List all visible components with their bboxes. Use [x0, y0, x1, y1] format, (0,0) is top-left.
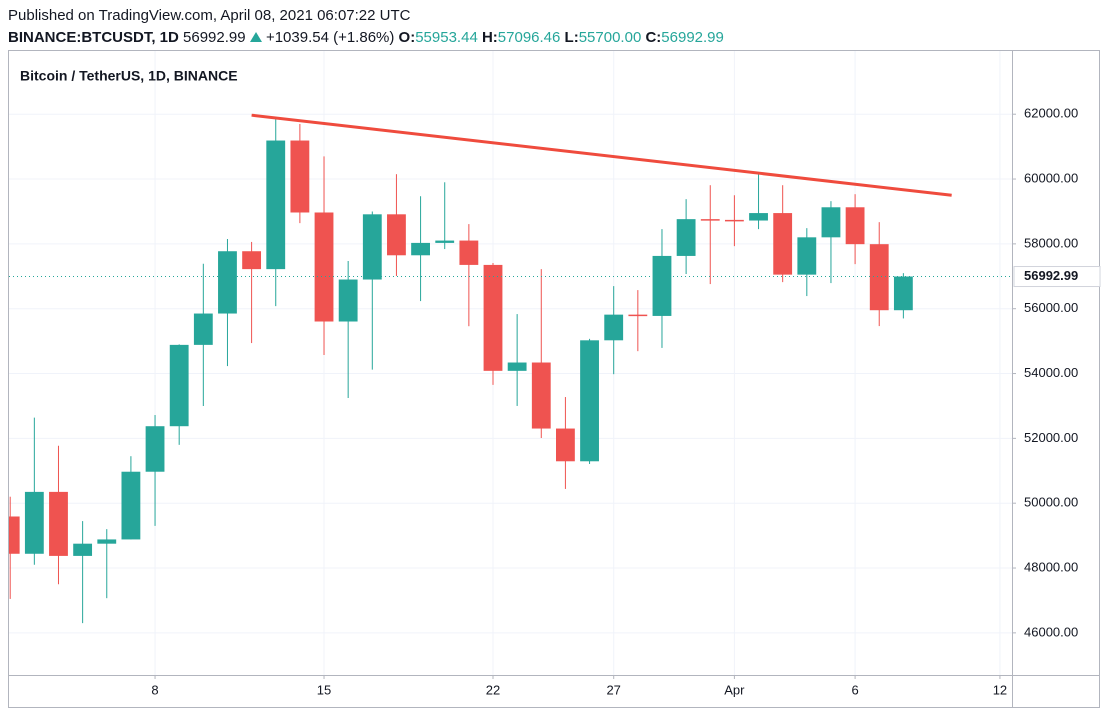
open-value: 55953.44	[415, 29, 478, 46]
low-value: 55700.00	[578, 29, 642, 46]
last-price-box	[1013, 266, 1101, 288]
candle-body	[49, 491, 68, 556]
symbol: BINANCE:BTCUSDT, 1D	[8, 29, 179, 46]
candle-body	[580, 340, 599, 462]
candle-body	[749, 213, 768, 221]
candle-body	[97, 539, 117, 544]
y-tick-label: 58000.00	[1024, 235, 1078, 250]
high-label: H:	[481, 29, 498, 46]
close-value: 56992.99	[661, 29, 724, 46]
y-tick-label: 54000.00	[1024, 365, 1078, 380]
x-tick-label: 27	[606, 682, 620, 697]
candle-body	[676, 219, 696, 256]
candle-body	[362, 214, 382, 280]
candle-body	[338, 279, 358, 322]
open-label: O:	[398, 29, 416, 46]
candle-body	[73, 543, 93, 556]
candle-body	[435, 240, 455, 243]
candle-body	[724, 219, 744, 222]
candle-body	[387, 214, 406, 256]
candle-body	[169, 344, 189, 427]
low-label: L:	[564, 29, 579, 46]
y-tick-label: 50000.00	[1024, 495, 1078, 510]
candle-body	[9, 516, 20, 554]
candle-body	[556, 428, 575, 462]
candle-body	[821, 207, 841, 238]
last-price-label: 56992.99	[1024, 268, 1078, 283]
y-tick-label: 56000.00	[1024, 300, 1078, 315]
candle-body	[507, 362, 527, 371]
high-value: 57096.46	[497, 29, 561, 46]
candle-body	[145, 426, 165, 472]
y-tick-label: 60000.00	[1024, 170, 1078, 185]
x-tick-label: 22	[486, 682, 500, 697]
candle-body	[266, 140, 286, 270]
candle-body	[193, 313, 213, 345]
trendline	[251, 113, 952, 197]
candle-body	[459, 240, 479, 265]
candle-body	[893, 276, 913, 311]
y-tick-label: 48000.00	[1024, 559, 1078, 574]
up-arrow-icon	[249, 32, 262, 42]
candle-body	[24, 491, 44, 554]
x-tick-label: 8	[151, 682, 158, 697]
published-line: Published on TradingView.com, April 08, …	[8, 7, 411, 24]
pane-border	[8, 50, 1100, 708]
y-tick-label: 46000.00	[1024, 624, 1078, 639]
x-tick-label: 15	[317, 682, 331, 697]
symbol-line: BINANCE:BTCUSDT, 1D 56992.99 +1039.54 (+…	[8, 29, 724, 46]
close-label: C:	[645, 29, 662, 46]
candle-body	[483, 264, 503, 371]
x-tick-label: 6	[851, 682, 858, 697]
chart-title: Bitcoin / TetherUS, 1D, BINANCE	[20, 68, 238, 84]
y-tick-label: 52000.00	[1024, 430, 1078, 445]
candle-body	[531, 362, 551, 429]
candle-body	[845, 207, 865, 245]
candle-body	[700, 219, 720, 221]
candles	[9, 119, 913, 624]
candle-body	[869, 244, 889, 311]
candle-body	[628, 314, 648, 317]
candle-body	[797, 237, 817, 275]
y-tick-label: 62000.00	[1024, 106, 1078, 121]
x-tick-label: Apr	[724, 682, 745, 697]
candle-body	[242, 251, 262, 270]
candle-body	[411, 242, 430, 256]
x-tick-label: 12	[993, 682, 1007, 697]
candle-body	[652, 255, 672, 316]
candle-body	[121, 471, 141, 540]
last-price: 56992.99	[183, 29, 246, 46]
candle-body	[773, 213, 793, 275]
candle-body	[290, 140, 310, 213]
candle-body	[218, 251, 237, 314]
candle-body	[314, 212, 334, 322]
candle-body	[604, 314, 624, 341]
change: +1039.54 (+1.86%)	[265, 29, 395, 46]
